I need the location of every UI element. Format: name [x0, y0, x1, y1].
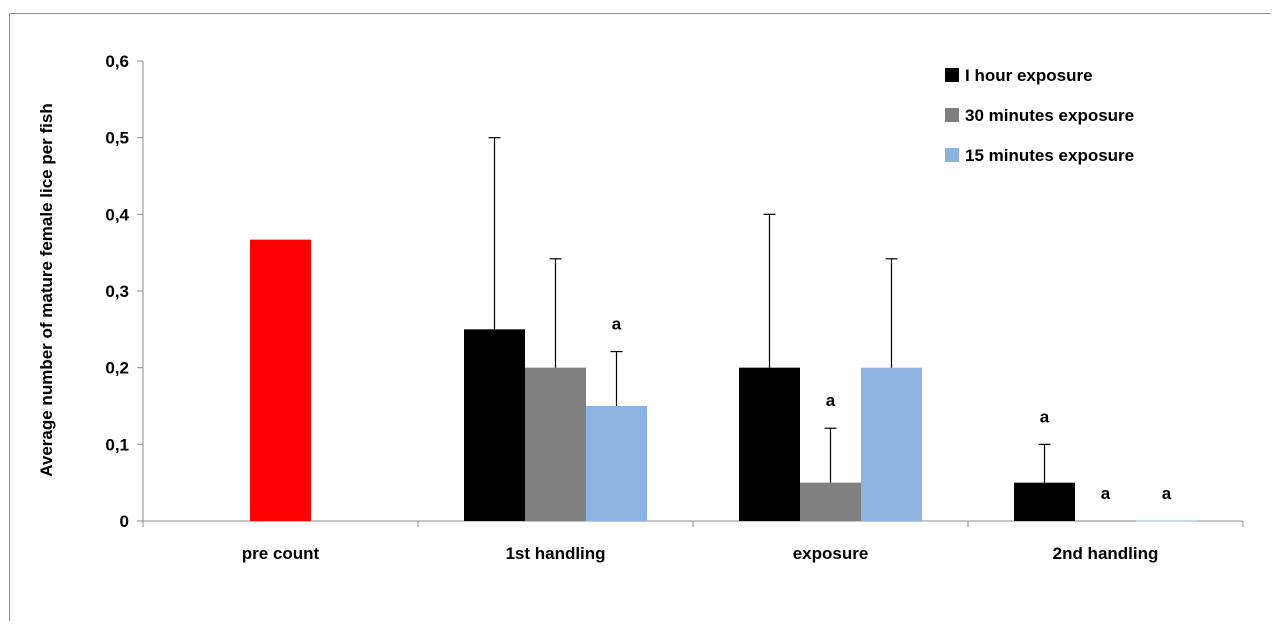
y-tick-label: 0,5 [105, 129, 129, 148]
y-tick-label: 0 [120, 512, 129, 531]
significance-label: a [1162, 484, 1172, 503]
bar [586, 406, 647, 521]
legend: I hour exposure 30 minutes exposure 15 min… [945, 66, 1134, 165]
y-tick-label: 0,4 [105, 205, 129, 224]
legend-swatch [945, 148, 959, 162]
x-tick-label: 1st handling [505, 544, 605, 563]
legend-label: 15 minutes exposure [965, 146, 1134, 165]
significance-label: a [1040, 407, 1050, 426]
bar [739, 367, 800, 521]
legend-swatch [945, 68, 959, 82]
bar-pre-count [250, 239, 311, 521]
legend-label: 30 minutes exposure [965, 106, 1134, 125]
y-tick-label: 0,3 [105, 282, 129, 301]
bar [1014, 482, 1075, 521]
y-tick-label: 0,6 [105, 52, 129, 71]
bar [464, 329, 525, 521]
bar [800, 482, 861, 521]
y-axis-label: Average number of mature female lice per… [37, 103, 56, 477]
x-tick-label: 2nd handling [1053, 544, 1159, 563]
bar [861, 367, 922, 521]
legend-label: I hour exposure [965, 66, 1093, 85]
significance-label: a [612, 315, 622, 334]
y-tick-label: 0,2 [105, 359, 129, 378]
significance-label: a [826, 391, 836, 410]
significance-label: a [1101, 484, 1111, 503]
bar [525, 367, 586, 521]
plot-area: 0 0,1 0,2 0,3 0,4 0,5 0,6 pre count 1st handling… [105, 52, 1244, 563]
x-tick-label: exposure [793, 544, 869, 563]
legend-swatch [945, 108, 959, 122]
x-tick-label: pre count [242, 544, 320, 563]
y-tick-label: 0,1 [105, 435, 129, 454]
chart-frame [9, 13, 1271, 621]
